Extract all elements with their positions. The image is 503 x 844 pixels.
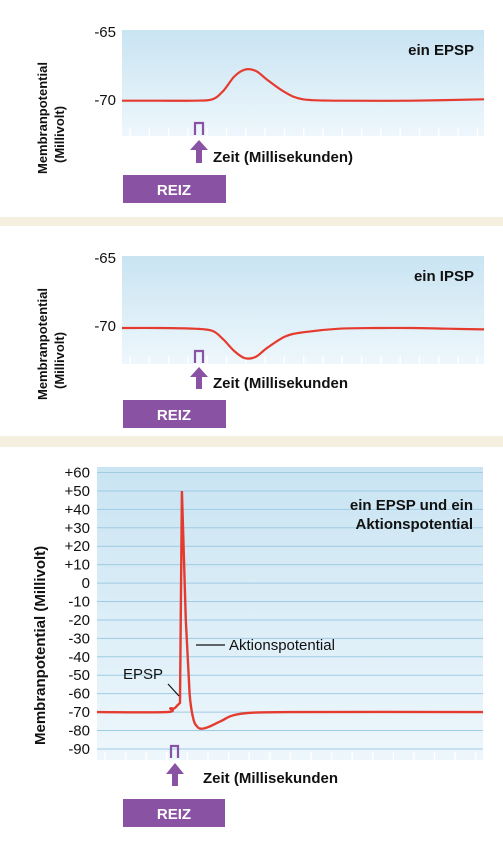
y-tick-label: +10 <box>65 557 90 574</box>
x-axis-label: Zeit (Millisekunden) <box>213 149 353 166</box>
y-axis-ticks: +60+50+40 +30+20 +100 -10-20-30 -40-50 -60-70… <box>65 465 90 758</box>
epsp-chart: -65 -70 Membranpotential (Millivolt) ein… <box>35 24 485 203</box>
y-tick-label: -50 <box>68 667 90 684</box>
chart-title: ein IPSP <box>414 268 474 285</box>
y-axis-label: Membranpotential <box>35 62 50 174</box>
y-tick-label: -65 <box>94 24 116 41</box>
plot-area <box>122 256 484 364</box>
epsp-panel: -65 -70 Membranpotential (Millivolt) ein… <box>0 0 503 217</box>
y-tick-label: -80 <box>68 723 90 740</box>
membrane-potential-line <box>122 68 485 102</box>
y-tick-label: +40 <box>65 501 90 518</box>
stimulus-arrow-icon <box>166 763 184 786</box>
x-axis-ticks <box>129 356 479 364</box>
epsp-annotation: EPSP <box>123 666 163 683</box>
y-tick-label: -70 <box>94 92 116 109</box>
epsp-callout <box>167 683 180 697</box>
stimulus-marker <box>169 744 180 758</box>
y-tick-label: -20 <box>68 612 90 629</box>
y-tick-label: -70 <box>94 318 116 335</box>
action-potential-annotation: Aktionspotential <box>229 637 335 654</box>
y-tick-label: +50 <box>65 483 90 500</box>
x-axis-label: Zeit (Millisekunden <box>203 770 338 787</box>
x-axis-ticks <box>129 128 479 136</box>
membrane-potential-line <box>96 490 484 730</box>
chart-title: ein EPSP <box>408 42 474 59</box>
action-potential-chart: +60+50+40 +30+20 +100 -10-20-30 -40-50 -60-70… <box>32 465 484 827</box>
plot-area <box>122 30 484 136</box>
stimulus-box <box>123 400 226 428</box>
stimulus-marker <box>193 349 205 363</box>
y-axis-unit-label: (Millivolt) <box>52 106 67 163</box>
membrane-potential-line <box>121 326 485 360</box>
stimulus-marker <box>193 121 205 135</box>
ipsp-chart: -65 -70 Membranpotential (Millivolt) ein… <box>35 250 485 428</box>
y-tick-label: -70 <box>68 704 90 721</box>
y-tick-label: -40 <box>68 649 90 666</box>
stimulus-label: REIZ <box>157 806 191 823</box>
x-axis-label: Zeit (Millisekunden <box>213 375 348 392</box>
y-axis-label: Membranpotential <box>35 288 50 400</box>
chart-title-line2: Aktionspotential <box>355 516 473 533</box>
y-tick-label: 0 <box>82 575 90 592</box>
y-axis-unit-label: (Millivolt) <box>52 332 67 389</box>
y-axis-label: Membranpotential (Millivolt) <box>32 546 49 745</box>
y-tick-label: -30 <box>68 630 90 647</box>
stimulus-box <box>123 175 226 203</box>
y-tick-label: -10 <box>68 594 90 611</box>
y-tick-label: +60 <box>65 465 90 482</box>
y-tick-label: -65 <box>94 250 116 267</box>
ipsp-panel: -65 -70 Membranpotential (Millivolt) ein… <box>0 226 503 436</box>
chart-title-line1: ein EPSP und ein <box>350 497 473 514</box>
x-axis-ticks <box>104 752 477 760</box>
stimulus-arrow-icon <box>190 367 208 389</box>
y-tick-label: +30 <box>65 520 90 537</box>
action-potential-panel: +60 +50 +40 +30 +20 +10 0 -10 -20 -30 -40 -50 -60 -70… <box>0 447 503 844</box>
stimulus-box <box>123 799 225 827</box>
stimulus-label: REIZ <box>157 407 191 424</box>
stimulus-arrow-icon <box>190 140 208 163</box>
y-tick-label: -60 <box>68 686 90 703</box>
y-tick-label: +20 <box>65 538 90 555</box>
y-tick-label: -90 <box>68 741 90 758</box>
stimulus-label: REIZ <box>157 182 191 199</box>
